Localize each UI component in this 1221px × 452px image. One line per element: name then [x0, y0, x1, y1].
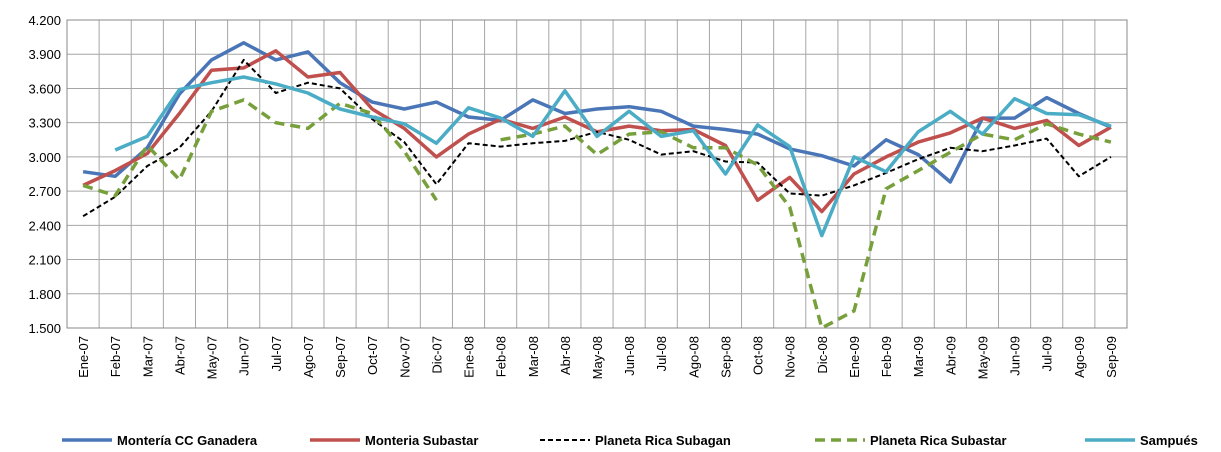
x-tick-label: Ago-08	[686, 336, 701, 378]
x-tick-label: Jul-07	[269, 336, 284, 371]
x-tick-label: Ene-09	[847, 336, 862, 378]
x-tick-label: Feb-08	[494, 336, 509, 377]
x-tick-label: May-07	[205, 336, 220, 379]
x-tick-label: Abr-09	[943, 336, 958, 375]
x-tick-label: Ene-07	[76, 336, 91, 378]
y-tick-label: 3.000	[28, 150, 61, 165]
x-tick-label: Sep-09	[1104, 336, 1119, 378]
x-tick-label: Jun-07	[237, 336, 252, 376]
legend-label: Montería CC Ganadera	[117, 433, 258, 448]
legend-label: Planeta Rica Subastar	[870, 433, 1007, 448]
x-tick-label: Ene-08	[462, 336, 477, 378]
x-tick-label: Dic-07	[429, 336, 444, 374]
x-tick-label: Jun-09	[1008, 336, 1023, 376]
x-tick-label: Mar-09	[911, 336, 926, 377]
x-tick-label: Mar-07	[140, 336, 155, 377]
plot-border	[66, 19, 1128, 329]
y-tick-label: 3.300	[28, 116, 61, 131]
y-tick-label: 4.200	[28, 13, 61, 28]
series-line	[114, 75, 1112, 238]
x-tick-label: May-08	[590, 336, 605, 379]
y-tick-label: 1.800	[28, 287, 61, 302]
x-tick-label: Mar-08	[526, 336, 541, 377]
legend-label: Monteria Subastar	[365, 433, 478, 448]
x-tick-label: Abr-07	[172, 336, 187, 375]
x-tick-label: Nov-08	[783, 336, 798, 378]
x-tick-label: Jul-09	[1040, 336, 1055, 371]
series-line	[82, 58, 1112, 218]
series-line	[82, 41, 1112, 184]
y-tick-label: 3.900	[28, 47, 61, 62]
x-tick-label: May-09	[975, 336, 990, 379]
legend-label: Planeta Rica Subagan	[595, 433, 731, 448]
x-tick-label: Feb-09	[879, 336, 894, 377]
x-tick-label: Sep-07	[333, 336, 348, 378]
x-tick-label: Feb-07	[108, 336, 123, 377]
y-tick-label: 2.400	[28, 218, 61, 233]
x-tick-label: Nov-07	[397, 336, 412, 378]
x-tick-label: Jul-08	[654, 336, 669, 371]
x-tick-label: Oct-08	[751, 336, 766, 375]
y-tick-label: 1.500	[28, 321, 61, 336]
x-tick-label: Jun-08	[622, 336, 637, 376]
x-tick-label: Ago-07	[301, 336, 316, 378]
x-tick-label: Oct-07	[365, 336, 380, 375]
y-tick-label: 2.100	[28, 253, 61, 268]
x-tick-label: Ago-09	[1072, 336, 1087, 378]
y-tick-label: 2.700	[28, 184, 61, 199]
y-tick-label: 3.600	[28, 81, 61, 96]
x-tick-label: Sep-08	[718, 336, 733, 378]
legend-label: Sampués	[1140, 433, 1198, 448]
x-tick-label: Dic-08	[815, 336, 830, 374]
x-tick-label: Abr-08	[558, 336, 573, 375]
